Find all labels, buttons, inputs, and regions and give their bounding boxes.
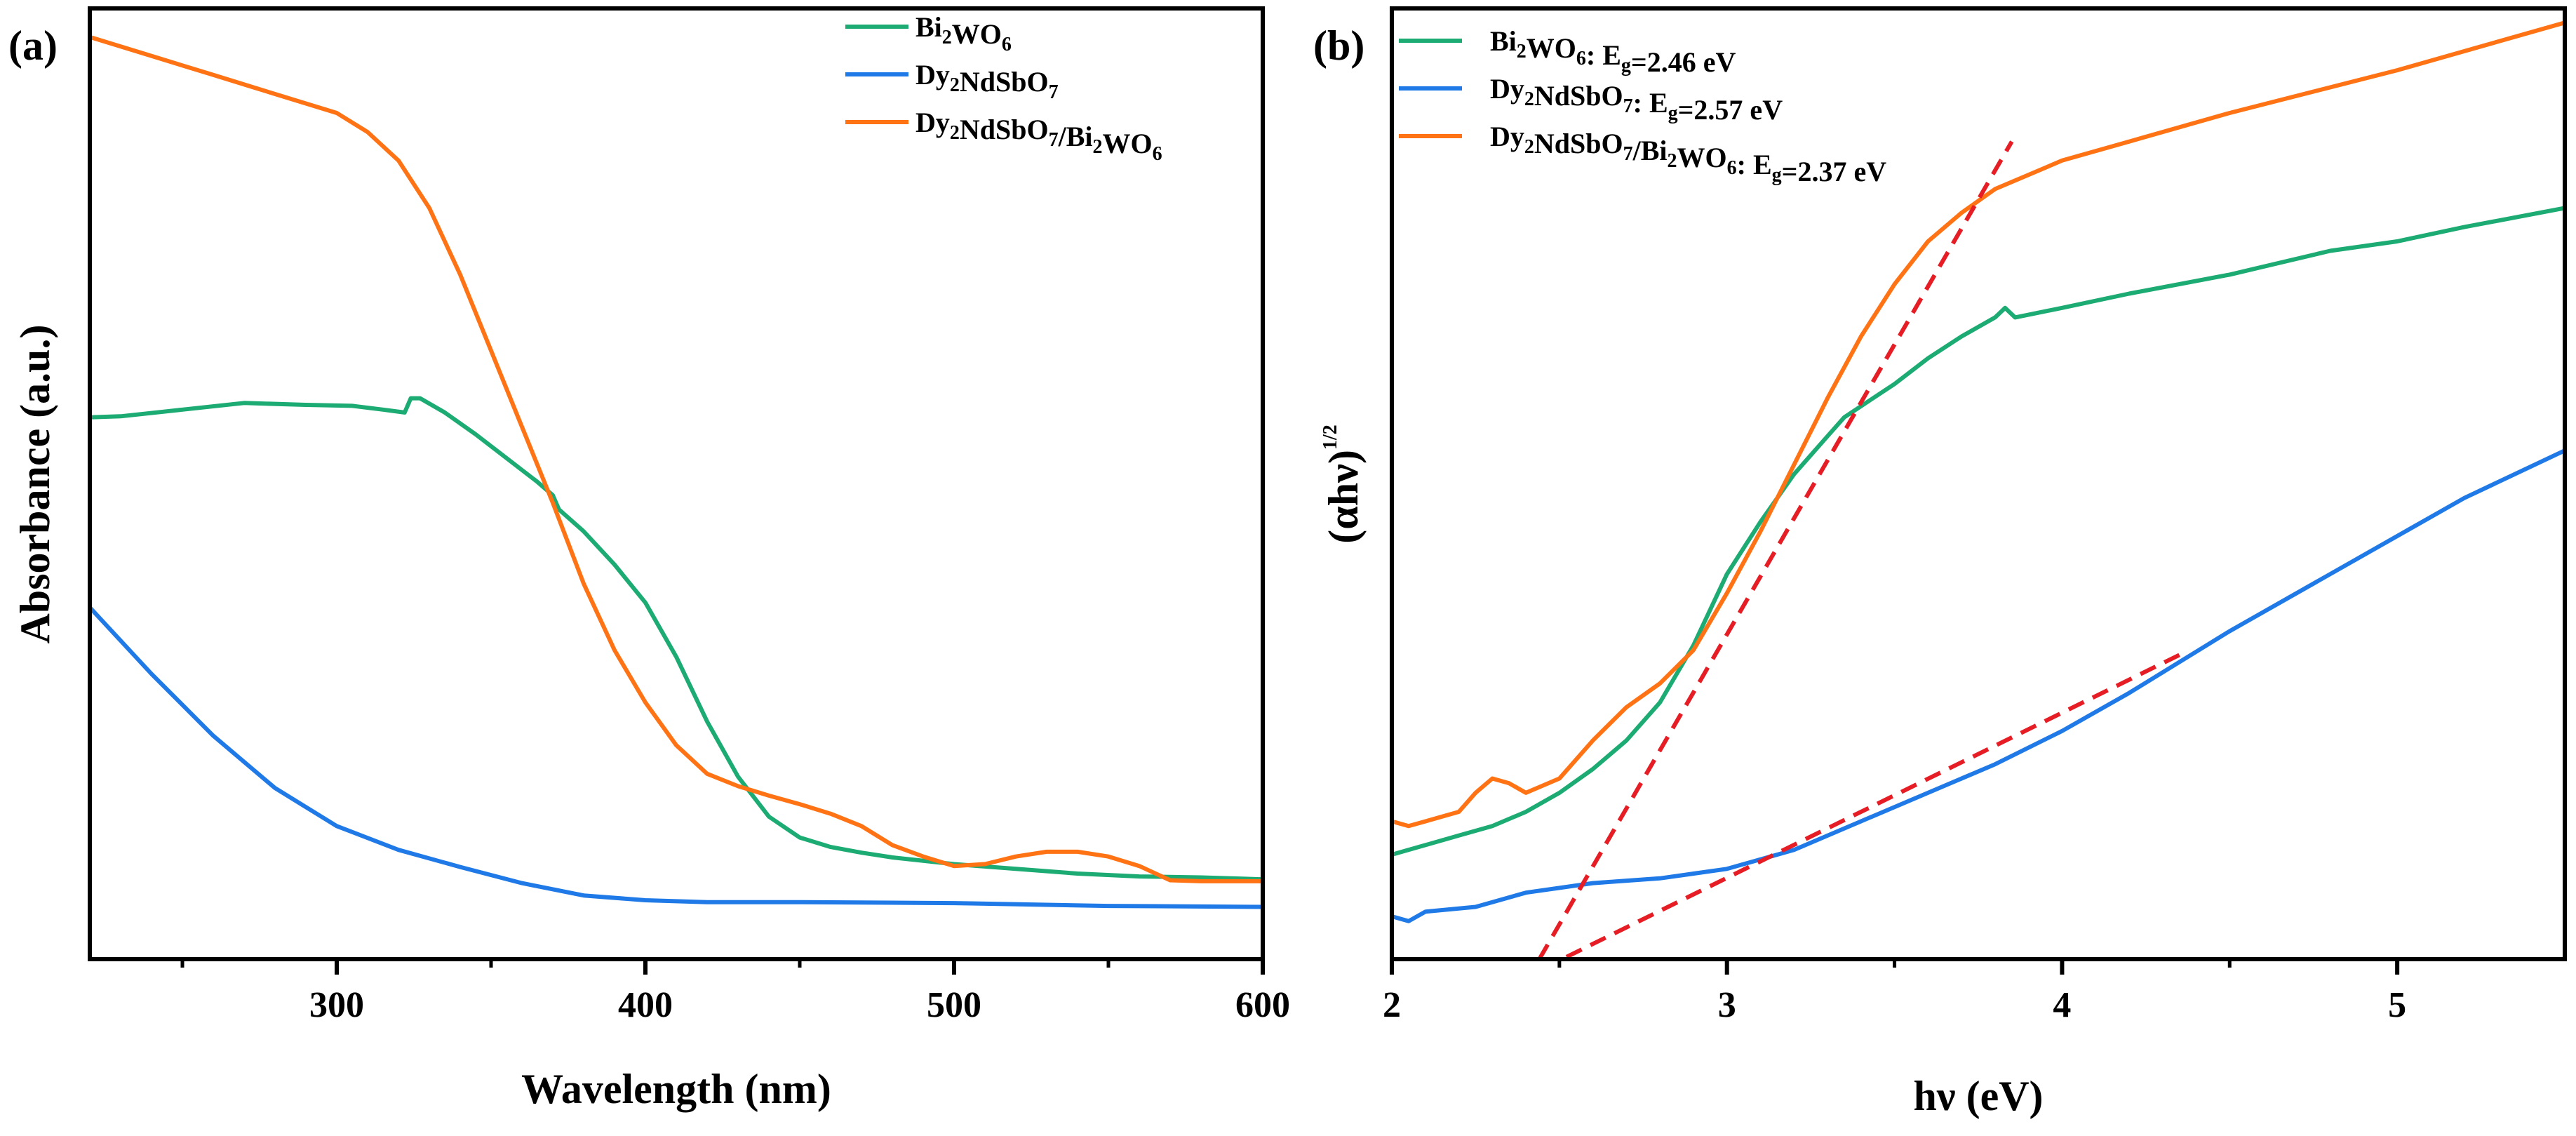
panel-a-legend-label-dy2ndsbo7: Dy2NdSbO7 [915,59,1059,103]
panel-b-tick-label: 4 [2053,985,2071,1025]
panel-a: (a) 300 400 500 600 Bi2WO6Dy2NdSbO7Dy2NdSbO… [8,6,1290,1112]
panel-b-label: (b) [1313,22,1364,69]
panel-b-line-dy2ndsbo7 [1392,448,2565,923]
panel-b-legend-label-composite: Dy2NdSbO7/Bi2WO6: Eg=2.37 eV [1490,121,1886,187]
panel-b-plot-frame [1390,6,2567,961]
panel-b-legend-label-bi2wo6: Bi2WO6: Eg=2.46 eV [1490,25,1736,78]
panel-b-tick-label: 2 [1383,985,1401,1025]
panel-a-y-axis-title: Absorbance (a.u.) [12,324,58,643]
panel-b-fit-line-2 [1557,653,2180,959]
panel-b-y-axis-title-main: (αhν) [1320,450,1367,544]
panel-a-line-composite [90,34,1263,883]
panel-b-line-bi2wo6 [1392,206,2565,857]
panel-a-x-axis-title: Wavelength (nm) [521,1066,831,1112]
panel-a-series-group [90,34,1263,909]
panel-a-legend-label-composite: Dy2NdSbO7/Bi2WO6 [915,107,1162,165]
panel-a-tick-label: 400 [618,985,673,1025]
panel-a-label: (a) [8,22,58,69]
panel-b-x-axis-title: hν (eV) [1913,1073,2043,1119]
panel-b-y-axis-title-superscript: 1/2 [1320,425,1341,450]
panel-b-tick-label: 3 [1718,985,1736,1025]
panel-a-tick-label: 300 [309,985,364,1025]
panel-b-y-axis-title: (αhν)1/2 [1320,425,1367,543]
panel-a-tick-label: 500 [927,985,981,1025]
panel-b-x-ticks: 2 3 4 5 [1383,959,2406,1025]
panel-b-legend-label-dy2ndsbo7: Dy2NdSbO7: Eg=2.57 eV [1490,73,1783,126]
panel-a-tick-label: 600 [1235,985,1290,1025]
panel-b-fit-lines [1537,140,2180,959]
panel-b-series-group [1392,20,2565,923]
panel-a-legend-label-bi2wo6: Bi2WO6 [915,11,1012,55]
panel-b-line-composite [1392,20,2565,829]
panel-a-line-dy2ndsbo7 [90,606,1263,909]
panel-b-tick-label: 5 [2388,985,2406,1025]
panel-a-plot-frame [88,6,1265,961]
panel-b-fit-line-1 [1537,140,2014,959]
panel-a-x-ticks: 300 400 500 600 [180,959,1290,1025]
